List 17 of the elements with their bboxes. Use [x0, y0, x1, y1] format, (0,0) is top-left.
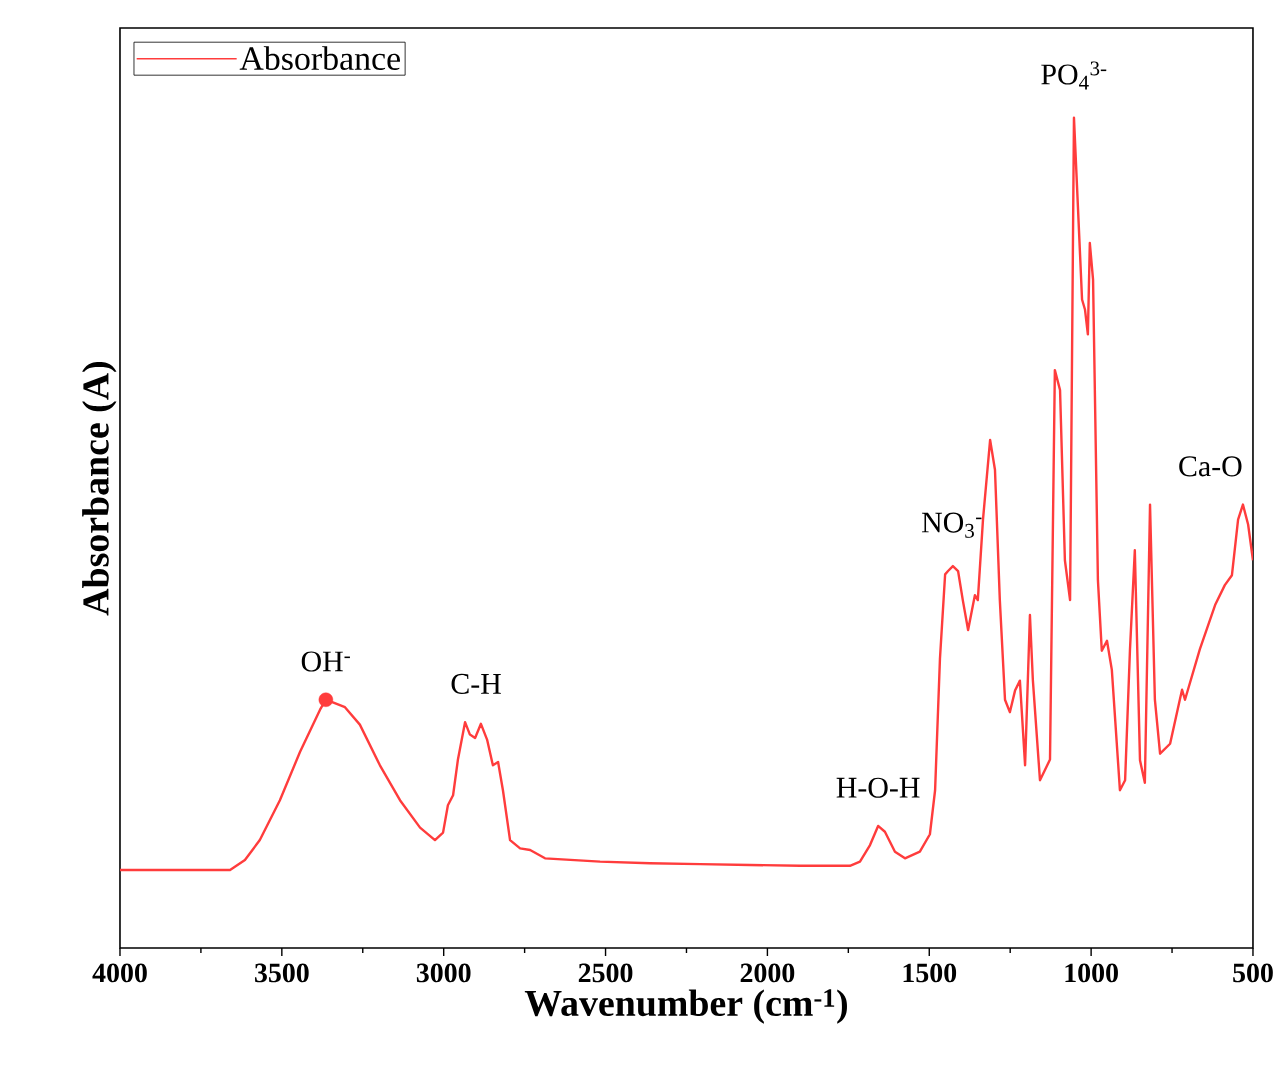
x-tick-label: 1000	[1065, 963, 1118, 983]
annotation: C-H	[451, 673, 501, 694]
x-tick-label: 500	[1233, 963, 1273, 983]
annotation: H-O-H	[836, 777, 920, 798]
y-axis-title: Absorbance (A)	[82, 361, 117, 616]
x-axis-title: Wavenumber (cm$^{-1}$)	[524, 989, 847, 1024]
x-tick-label: 4000	[92, 963, 147, 983]
annotation: PO$_{4}$3-	[1041, 61, 1107, 90]
x-tick-label: 2000	[740, 963, 795, 983]
annotation: Ca-O	[1179, 456, 1242, 477]
x-tick-label: 3000	[416, 963, 471, 983]
annotation: NO$_{3}$-	[921, 512, 982, 538]
x-tick-label: 1500	[903, 963, 957, 983]
x-tick-label: 2500	[578, 963, 633, 983]
annotation: OH$^{-}$	[301, 651, 350, 672]
legend-label: Absorbance	[239, 46, 400, 71]
x-tick-label: 3500	[254, 963, 309, 983]
